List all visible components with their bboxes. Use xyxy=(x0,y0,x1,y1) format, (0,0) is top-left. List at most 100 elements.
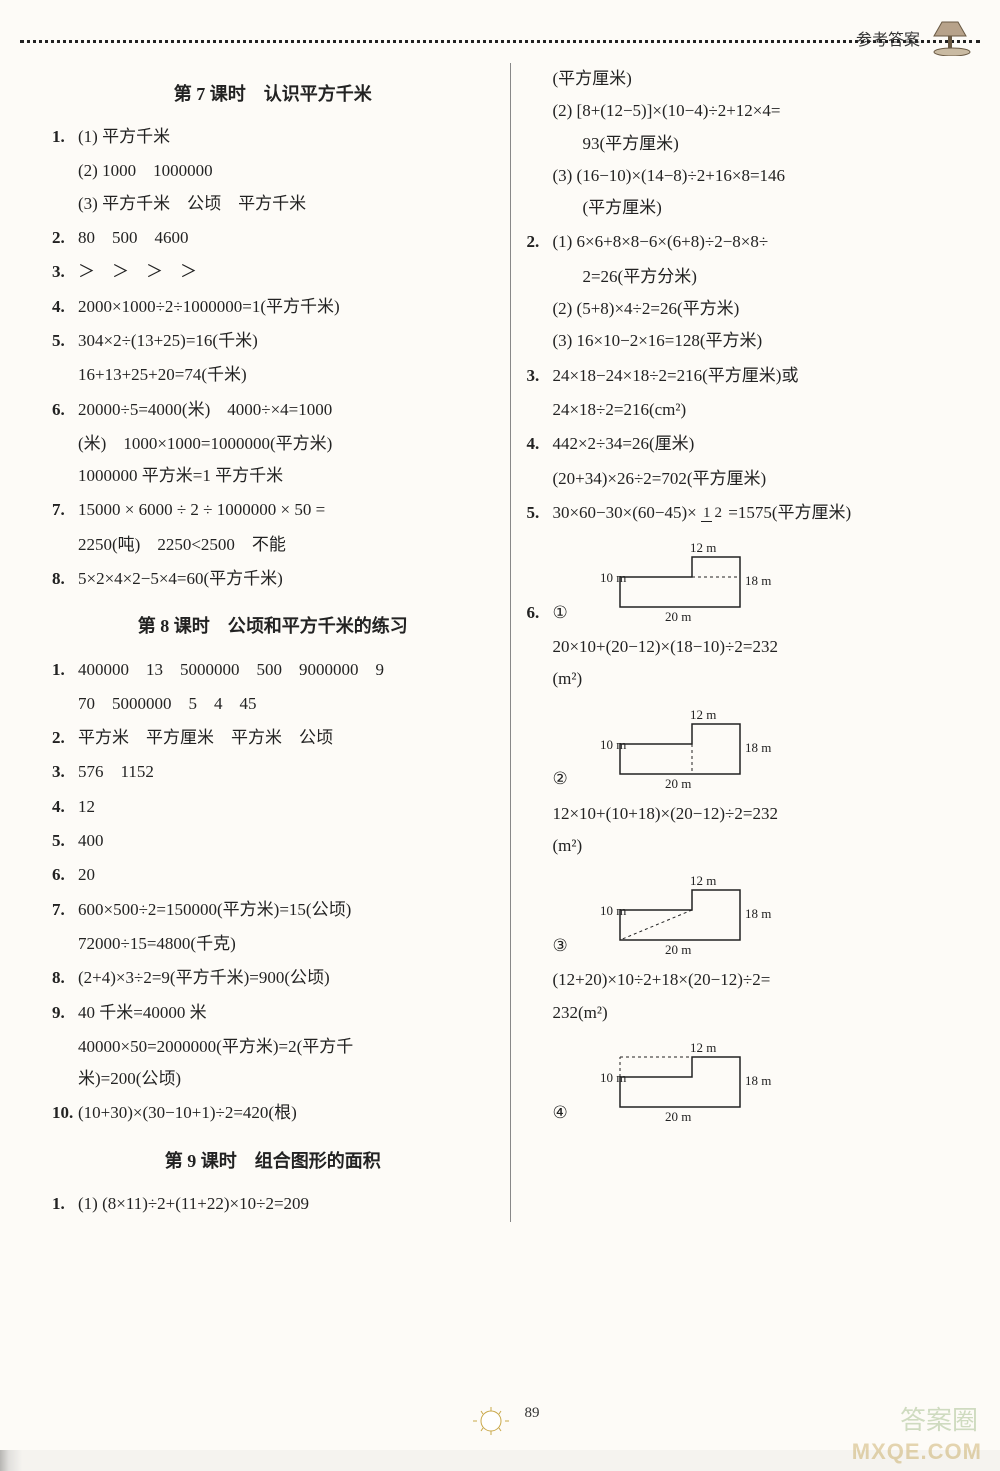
r-eq3b: 232(m²) xyxy=(526,997,968,1029)
l8-q8: 8.(2+4)×3÷2=9(平方千米)=900(公顷) xyxy=(52,962,494,994)
l7-q1: 1.(1) 平方千米 xyxy=(52,121,494,153)
l8-q7: 7.600×500÷2=150000(平方米)=15(公顷) xyxy=(52,894,494,926)
num-1: 1. xyxy=(52,121,78,153)
svg-text:12 m: 12 m xyxy=(690,873,716,888)
r-eq2: 12×10+(10+18)×(20−12)÷2=232 xyxy=(526,798,968,830)
l8-q9b: 40000×50=2000000(平方米)=2(平方千 xyxy=(52,1031,494,1063)
r-q2-1b: 2=26(平方分米) xyxy=(526,261,968,293)
l7-q3: 3.＞ ＞ ＞ ＞ xyxy=(52,256,494,288)
l7-q6c: 1000000 平方米=1 平方千米 xyxy=(52,460,494,492)
l7-q8: 8.5×2×4×2−5×4=60(平方千米) xyxy=(52,563,494,595)
page-number-badge: 89 xyxy=(0,1407,1000,1440)
l8-q1b: 70 5000000 5 4 45 xyxy=(52,688,494,720)
l7-q6b: (米) 1000×1000=1000000(平方米) xyxy=(52,428,494,460)
lesson9-title: 第 9 课时 组合图形的面积 xyxy=(52,1144,494,1178)
l8-q9c: 米)=200(公顷) xyxy=(52,1063,494,1095)
r-q5: 5. 30×60−30×(60−45)× 12 =1575(平方厘米) xyxy=(526,497,968,529)
l7-q5b: 16+13+25+20=74(千米) xyxy=(52,359,494,391)
r-q2-2: (2) (5+8)×4÷2=26(平方米) xyxy=(526,293,968,325)
r-q5-post: =1575(平方厘米) xyxy=(728,503,851,522)
l7-q7: 7.15000 × 6000 ÷ 2 ÷ 1000000 × 50 = xyxy=(52,494,494,526)
r-q1-2a: (2) [8+(12−5)]×(10−4)÷2+12×4= xyxy=(526,95,968,127)
r-d2: ② 12 m 10 m 18 m 20 m xyxy=(526,698,968,796)
circ-4: ④ xyxy=(552,1097,570,1129)
l8-q3: 3.576 1152 xyxy=(52,756,494,788)
num-8: 8. xyxy=(52,563,78,595)
l8-q2: 2.平方米 平方厘米 平方米 公顷 xyxy=(52,722,494,754)
l7-q2: 2.80 500 4600 xyxy=(52,222,494,254)
svg-text:20 m: 20 m xyxy=(665,609,691,624)
num-4: 4. xyxy=(52,291,78,323)
r-q4: 4.442×2÷34=26(厘米) xyxy=(526,428,968,460)
svg-text:10 m: 10 m xyxy=(600,1070,626,1085)
r-d3: ③ 12 m 10 m 18 m 20 m xyxy=(526,864,968,962)
r-q4b: (20+34)×26÷2=702(平方厘米) xyxy=(526,463,968,495)
page: 参考答案 第 7 课时 认识平方千米 1.(1) 平方千米 (2) 1000 1… xyxy=(0,0,1000,1450)
l8-q1: 1.400000 13 5000000 500 9000000 9 xyxy=(52,654,494,686)
l7-q7b: 2250(吨) 2250<2500 不能 xyxy=(52,529,494,561)
r-q3: 3.24×18−24×18÷2=216(平方厘米)或 xyxy=(526,360,968,392)
l7-q1-3: (3) 平方千米 公顷 平方千米 xyxy=(52,188,494,220)
l7-q5: 5.304×2÷(13+25)=16(千米) xyxy=(52,325,494,357)
num-3: 3. xyxy=(52,256,78,288)
r-eq2u: (m²) xyxy=(526,830,968,862)
svg-text:12 m: 12 m xyxy=(690,707,716,722)
circ-1: ① xyxy=(552,597,570,629)
sun-icon xyxy=(461,1407,521,1435)
r-q3b: 24×18÷2=216(cm²) xyxy=(526,394,968,426)
r-eq1: 20×10+(20−12)×(18−10)÷2=232 xyxy=(526,631,968,663)
svg-text:18 m: 18 m xyxy=(745,573,771,588)
l8-q4: 4.12 xyxy=(52,791,494,823)
diagram-3: 12 m 10 m 18 m 20 m xyxy=(600,870,780,960)
diagram-4: 12 m 10 m 18 m 20 m xyxy=(600,1037,780,1127)
svg-text:20 m: 20 m xyxy=(665,942,691,957)
lesson8-title: 第 8 课时 公顷和平方千米的练习 xyxy=(52,609,494,643)
circ-2: ② xyxy=(552,763,570,795)
l8-q5: 5.400 xyxy=(52,825,494,857)
svg-text:20 m: 20 m xyxy=(665,776,691,791)
svg-text:12 m: 12 m xyxy=(690,540,716,555)
num-2: 2. xyxy=(52,222,78,254)
column-divider xyxy=(510,63,511,1222)
l7-q6: 6.20000÷5=4000(米) 4000÷×4=1000 xyxy=(52,394,494,426)
num-5: 5. xyxy=(52,325,78,357)
watermark-ch: 答案圈 xyxy=(900,1400,978,1437)
l8-q10: 10.(10+30)×(30−10+1)÷2=420(根) xyxy=(52,1097,494,1129)
r-d4: ④ 12 m 10 m 18 m 20 m xyxy=(526,1031,968,1129)
l8-q7b: 72000÷15=4800(千克) xyxy=(52,928,494,960)
l8-q9: 9.40 千米=40000 米 xyxy=(52,997,494,1029)
l9-q1: 1.(1) (8×11)÷2+(11+22)×10÷2=209 xyxy=(52,1188,494,1220)
circ-3: ③ xyxy=(552,930,570,962)
diagram-2: 12 m 10 m 18 m 20 m xyxy=(600,704,780,794)
right-column: (平方厘米) (2) [8+(12−5)]×(10−4)÷2+12×4= 93(… xyxy=(514,63,980,1222)
header-dots xyxy=(20,40,980,43)
svg-text:10 m: 10 m xyxy=(600,570,626,585)
l7-q1-2: (2) 1000 1000000 xyxy=(52,155,494,187)
left-column: 第 7 课时 认识平方千米 1.(1) 平方千米 (2) 1000 100000… xyxy=(20,63,506,1222)
num-6: 6. xyxy=(52,394,78,426)
svg-text:18 m: 18 m xyxy=(745,740,771,755)
r-eq1u: (m²) xyxy=(526,663,968,695)
svg-text:10 m: 10 m xyxy=(600,737,626,752)
svg-text:10 m: 10 m xyxy=(600,903,626,918)
page-number: 89 xyxy=(525,1405,540,1422)
l7-q4: 4.2000×1000÷2÷1000000=1(平方千米) xyxy=(52,291,494,323)
svg-text:18 m: 18 m xyxy=(745,906,771,921)
r-eq3a: (12+20)×10÷2+18×(20−12)÷2= xyxy=(526,964,968,996)
two-column-layout: 第 7 课时 认识平方千米 1.(1) 平方千米 (2) 1000 100000… xyxy=(20,63,980,1222)
svg-text:18 m: 18 m xyxy=(745,1073,771,1088)
num-7: 7. xyxy=(52,494,78,526)
svg-text:20 m: 20 m xyxy=(665,1109,691,1124)
fraction-half: 12 xyxy=(701,506,724,521)
r-q6: 6. ① 12 m 10 m 18 m 20 m xyxy=(526,531,968,629)
r-q1-2b: 93(平方厘米) xyxy=(526,128,968,160)
lamp-icon xyxy=(932,14,980,56)
svg-text:12 m: 12 m xyxy=(690,1040,716,1055)
header-label: 参考答案 xyxy=(856,26,920,50)
diagram-1: 12 m 10 m 18 m 20 m xyxy=(600,537,780,627)
l8-q6: 6.20 xyxy=(52,859,494,891)
r-q2: 2.(1) 6×6+8×8−6×(6+8)÷2−8×8÷ xyxy=(526,226,968,258)
r-q5-pre: 30×60−30×(60−45)× xyxy=(552,503,696,522)
r-q1-3b: (平方厘米) xyxy=(526,192,968,224)
r-q2-3: (3) 16×10−2×16=128(平方米) xyxy=(526,325,968,357)
